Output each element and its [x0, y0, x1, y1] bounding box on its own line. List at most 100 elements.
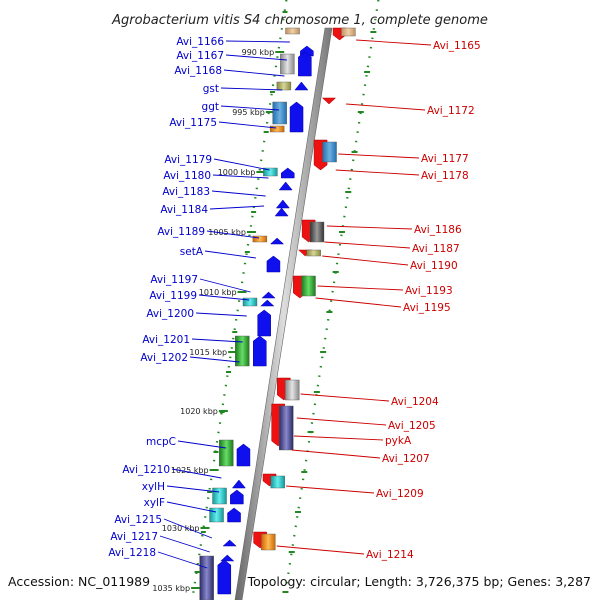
- gene-label: Avi_1218: [108, 547, 156, 559]
- forward-gene-block: [276, 81, 292, 91]
- reverse-gene-labels: Avi_1165 Avi_1172 Avi_1177 Avi_1178 Avi_1186…: [366, 40, 481, 561]
- label-connector: [166, 501, 217, 513]
- forward-gene-block: [252, 235, 268, 243]
- label-connector: [220, 87, 283, 91]
- gene-label: Avi_1180: [163, 170, 211, 182]
- map-title: Agrobacterium vitis S4 chromosome 1, com…: [111, 13, 488, 28]
- gene-label: xylH: [142, 481, 165, 493]
- forward-gene-arrow: [253, 335, 267, 367]
- forward-gene-arrow: [274, 207, 289, 217]
- forward-gene-arrow: [236, 443, 251, 467]
- label-connector: [356, 39, 432, 46]
- reverse-gene-block: [341, 27, 356, 37]
- gene-label: Avi_1166: [176, 36, 224, 48]
- kbp-label: 1020 kbp: [180, 407, 218, 416]
- reverse-gene-block: [301, 275, 316, 297]
- accession-text: Accession: NC_011989: [8, 574, 150, 589]
- label-connector: [322, 255, 409, 266]
- reverse-gene-block: [261, 533, 276, 551]
- forward-gene-arrow: [257, 309, 271, 337]
- gene-label: Avi_1177: [421, 153, 469, 165]
- topology-text: Topology: circular; Length: 3,726,375 bp…: [247, 574, 591, 589]
- reverse-gene-block: [306, 249, 321, 257]
- gene-label: Avi_1184: [160, 204, 208, 216]
- gene-label: mcpC: [146, 436, 176, 448]
- kbp-label: 1010 kbp: [199, 288, 237, 297]
- forward-gene-arrow: [269, 237, 285, 245]
- kbp-label: 1000 kbp: [218, 168, 256, 177]
- kbp-label: 995 kbp: [232, 108, 265, 117]
- gene-label: Avi_1187: [412, 243, 460, 255]
- gene-label: Avi_1193: [405, 285, 453, 297]
- label-connector: [159, 535, 210, 553]
- forward-gene-block: [269, 125, 285, 133]
- reverse-gene-block: [309, 221, 325, 243]
- reverse-gene-block: [322, 141, 337, 163]
- gene-label: Avi_1199: [149, 290, 197, 302]
- gene-label: Avi_1201: [142, 334, 190, 346]
- forward-gene-arrow: [261, 291, 276, 299]
- label-connector: [293, 435, 384, 441]
- label-connector: [198, 294, 250, 301]
- forward-gene-block: [235, 335, 250, 367]
- gene-label: Avi_1200: [146, 308, 194, 320]
- label-connector: [177, 440, 227, 449]
- kbp-label: 1030 kbp: [162, 524, 200, 533]
- label-connector: [335, 169, 420, 176]
- label-connector: [296, 417, 387, 426]
- forward-gene-arrow: [260, 299, 275, 307]
- gene-label: Avi_1172: [427, 105, 475, 117]
- gene-label: Avi_1168: [174, 65, 222, 77]
- gene-label: Avi_1204: [391, 396, 439, 408]
- reverse-gene-block: [270, 475, 285, 489]
- kbp-scale: 990 kbp 995 kbp 1000 kbp 1005 kbp 1010 kbp 10…: [152, 48, 285, 593]
- label-connector: [317, 285, 404, 291]
- gene-label: Avi_1179: [164, 154, 212, 166]
- forward-gene-block: [263, 167, 278, 177]
- label-connector: [199, 278, 251, 293]
- label-connector: [300, 393, 390, 402]
- label-connector: [191, 338, 243, 343]
- forward-gene-arrow: [275, 199, 290, 209]
- label-connector: [286, 485, 375, 494]
- forward-gene-block: [285, 27, 300, 35]
- forward-gene-block: [209, 507, 224, 523]
- forward-gene-block: [219, 439, 234, 467]
- forward-gene-arrow: [230, 489, 244, 505]
- forward-gene-arrow: [222, 539, 237, 547]
- gene-label: Avi_1186: [414, 224, 462, 236]
- gene-label: gst: [203, 83, 219, 95]
- label-connector: [209, 205, 265, 210]
- forward-gene-block: [199, 555, 214, 600]
- label-connector: [338, 153, 420, 159]
- label-connector: [204, 250, 256, 259]
- label-connector: [326, 225, 413, 230]
- forward-gene-arrow: [298, 51, 312, 77]
- forward-gene-arrow: [280, 167, 295, 179]
- forward-gene-arrow: [220, 554, 235, 562]
- gene-label: Avi_1209: [376, 488, 424, 500]
- forward-gene-arrow: [266, 255, 281, 273]
- label-connector: [206, 230, 260, 239]
- label-connector: [225, 54, 288, 61]
- gene-label: Avi_1205: [388, 420, 436, 432]
- forward-gene-arrow: [278, 181, 293, 191]
- gene-label: Avi_1215: [114, 514, 162, 526]
- label-connectors: [157, 39, 432, 569]
- forward-gene-block: [242, 297, 258, 307]
- gene-label: Avi_1195: [403, 302, 451, 314]
- label-connector: [213, 158, 270, 171]
- label-connector: [324, 241, 411, 249]
- gene-label: Avi_1178: [421, 170, 469, 182]
- label-connector: [220, 105, 280, 111]
- label-connector: [276, 545, 365, 555]
- gene-label: Avi_1217: [110, 531, 158, 543]
- label-connector: [171, 468, 222, 479]
- gene-label: Avi_1175: [169, 117, 217, 129]
- chromosome-backbone: [234, 27, 333, 600]
- kbp-label: 990 kbp: [242, 48, 275, 57]
- gene-label: Avi_1210: [122, 464, 170, 476]
- label-connector: [157, 551, 208, 569]
- label-connector: [163, 518, 213, 539]
